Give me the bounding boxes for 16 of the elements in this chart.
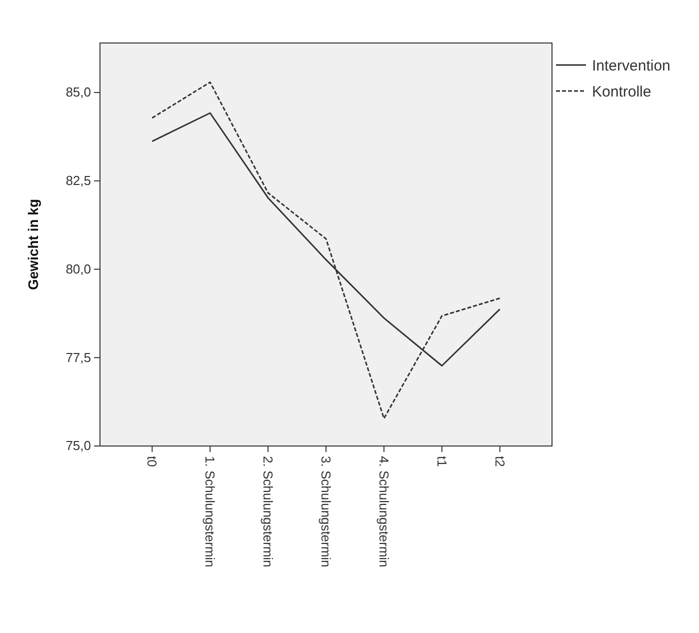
x-tick-label: 1. Schulungstermin	[202, 456, 218, 568]
x-tick-label: t2	[492, 456, 508, 467]
y-tick-label: 75,0	[66, 438, 91, 454]
line-series	[151, 81, 501, 420]
legend-label: Kontrolle	[592, 83, 652, 100]
x-tick-label: 2. Schulungstermin	[260, 456, 276, 568]
y-tick-label: 80,0	[66, 261, 91, 276]
legend-label: Intervention	[592, 57, 670, 74]
y-tick-label: 77,5	[66, 350, 91, 365]
y-axis-title: Gewicht in kg	[25, 198, 41, 290]
x-tick-label: 3. Schulungstermin	[318, 456, 334, 568]
x-tick-label: 4. Schulungstermin	[376, 456, 392, 568]
x-tick-label: t0	[144, 456, 160, 467]
y-tick-label: 82,5	[66, 173, 91, 188]
y-tick-label: 85,0	[66, 84, 91, 100]
x-tick-label: t1	[434, 456, 450, 467]
